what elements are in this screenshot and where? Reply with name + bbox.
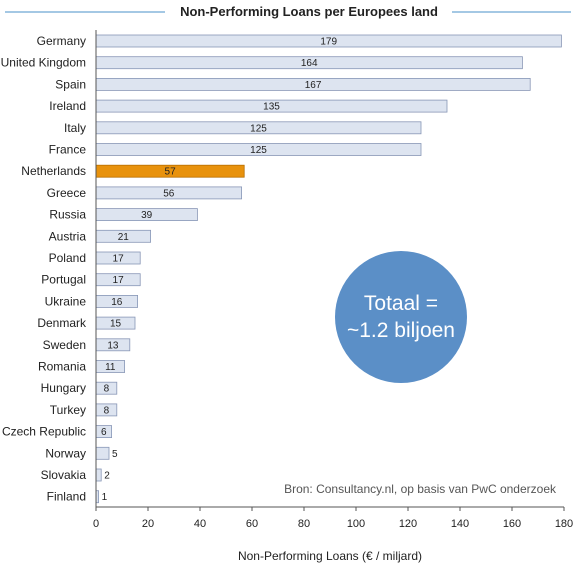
category-label-romania: Romania [38,360,86,374]
category-label-denmark: Denmark [37,316,87,330]
value-label-norway: 5 [112,449,118,460]
category-label-greece: Greece [47,186,87,200]
category-label-netherlands: Netherlands [21,164,86,178]
value-label-spain: 167 [305,80,322,91]
value-label-austria: 21 [118,232,130,243]
total-badge [335,251,467,383]
category-label-france: France [49,143,87,157]
category-label-ireland: Ireland [49,99,86,113]
x-tick-label-20: 20 [142,518,154,530]
x-tick-label-60: 60 [246,518,258,530]
value-label-slovakia: 2 [104,471,110,482]
chart-title: Non-Performing Loans per Europees land [180,4,438,19]
category-label-germany: Germany [37,34,86,48]
x-axis-label: Non-Performing Loans (€ / miljard) [238,549,422,563]
source-note: Bron: Consultancy.nl, op basis van PwC o… [284,482,557,496]
x-axis: 0 20 40 60 80 100 120 140 160 180 [93,30,573,530]
category-label-united-kingdom: United Kingdom [1,56,86,70]
category-label-poland: Poland [49,251,86,265]
total-badge-line1: Totaal = [364,292,438,315]
value-label-ukraine: 16 [111,297,123,308]
category-label-czech-republic: Czech Republic [2,425,86,439]
category-label-slovakia: Slovakia [41,468,87,482]
value-label-greece: 56 [163,188,175,199]
x-tick-label-160: 160 [503,518,521,530]
category-label-norway: Norway [45,446,86,460]
total-badge-line2: ~1.2 biljoen [347,319,455,342]
value-label-united-kingdom: 164 [301,58,318,69]
value-label-ireland: 135 [263,102,280,113]
x-tick-label-180: 180 [555,518,573,530]
x-tick-label-120: 120 [399,518,417,530]
value-label-finland: 1 [102,492,108,503]
value-label-germany: 179 [320,37,337,48]
value-label-poland: 17 [113,254,125,265]
category-label-austria: Austria [49,229,87,243]
value-label-netherlands: 57 [165,167,177,178]
category-label-ukraine: Ukraine [45,294,87,308]
x-tick-label-140: 140 [451,518,469,530]
category-label-portugal: Portugal [41,273,86,287]
value-label-italy: 125 [250,123,267,134]
value-label-turkey: 8 [104,405,110,416]
value-label-romania: 11 [105,362,116,373]
bar-norway [95,446,110,460]
value-label-czech-republic: 6 [101,427,107,438]
value-label-france: 125 [250,145,267,156]
category-label-russia: Russia [49,208,86,222]
x-tick-label-80: 80 [298,518,310,530]
category-label-spain: Spain [55,77,86,91]
bar-slovakia [95,468,102,482]
category-label-italy: Italy [64,121,86,135]
value-label-sweden: 13 [107,340,119,351]
category-label-sweden: Sweden [43,338,86,352]
bars-group: Germany 179 United Kingdom 164 Spain 167 Irela… [1,34,562,504]
x-tick-label-0: 0 [93,518,99,530]
x-tick-label-100: 100 [347,518,365,530]
value-label-denmark: 15 [110,319,122,330]
category-label-finland: Finland [47,490,86,504]
category-label-hungary: Hungary [41,381,86,395]
value-label-hungary: 8 [104,384,110,395]
category-label-turkey: Turkey [50,403,86,417]
value-label-russia: 39 [141,210,153,221]
value-label-portugal: 17 [113,275,125,286]
x-tick-label-40: 40 [194,518,206,530]
